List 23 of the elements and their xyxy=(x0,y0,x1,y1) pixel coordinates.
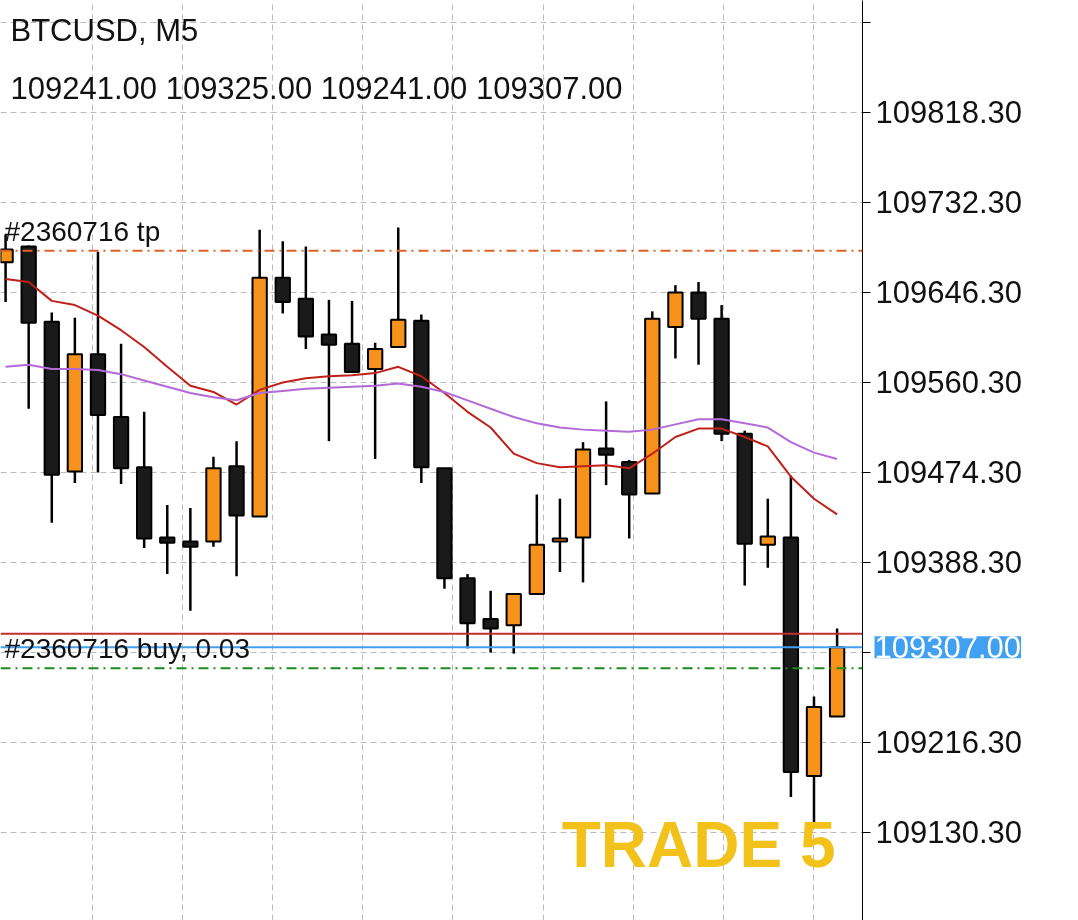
ref-line-label: 109307.00 xyxy=(874,630,1022,666)
ref-line-label: #2360716 tp xyxy=(4,215,161,247)
candlestick xyxy=(482,589,499,654)
line-series xyxy=(4,363,839,460)
candlestick xyxy=(182,506,199,612)
annotation: TRADE 5 xyxy=(561,808,836,881)
y-tick-label: 109130.30 xyxy=(875,815,1023,851)
y-tick-label: 109216.30 xyxy=(875,725,1023,761)
candlestick xyxy=(597,400,615,487)
y-tick-label: 109474.30 xyxy=(875,455,1023,491)
line-series xyxy=(4,277,839,516)
y-tick-label: 109732.30 xyxy=(875,185,1023,221)
candlestick xyxy=(366,341,384,461)
candlestick xyxy=(551,497,569,574)
chart-title: BTCUSD, M5 xyxy=(10,12,199,48)
text: 109241.00 109325.00 109241.00 109307.00 xyxy=(10,70,623,106)
candlestick xyxy=(759,497,776,570)
candlestick xyxy=(159,503,176,576)
y-tick-label: 109818.30 xyxy=(875,95,1023,131)
candlestick xyxy=(320,298,338,443)
y-tick-label: 109560.30 xyxy=(875,365,1023,401)
y-tick-label: 109646.30 xyxy=(875,275,1023,311)
y-tick-label: 109388.30 xyxy=(875,545,1023,581)
